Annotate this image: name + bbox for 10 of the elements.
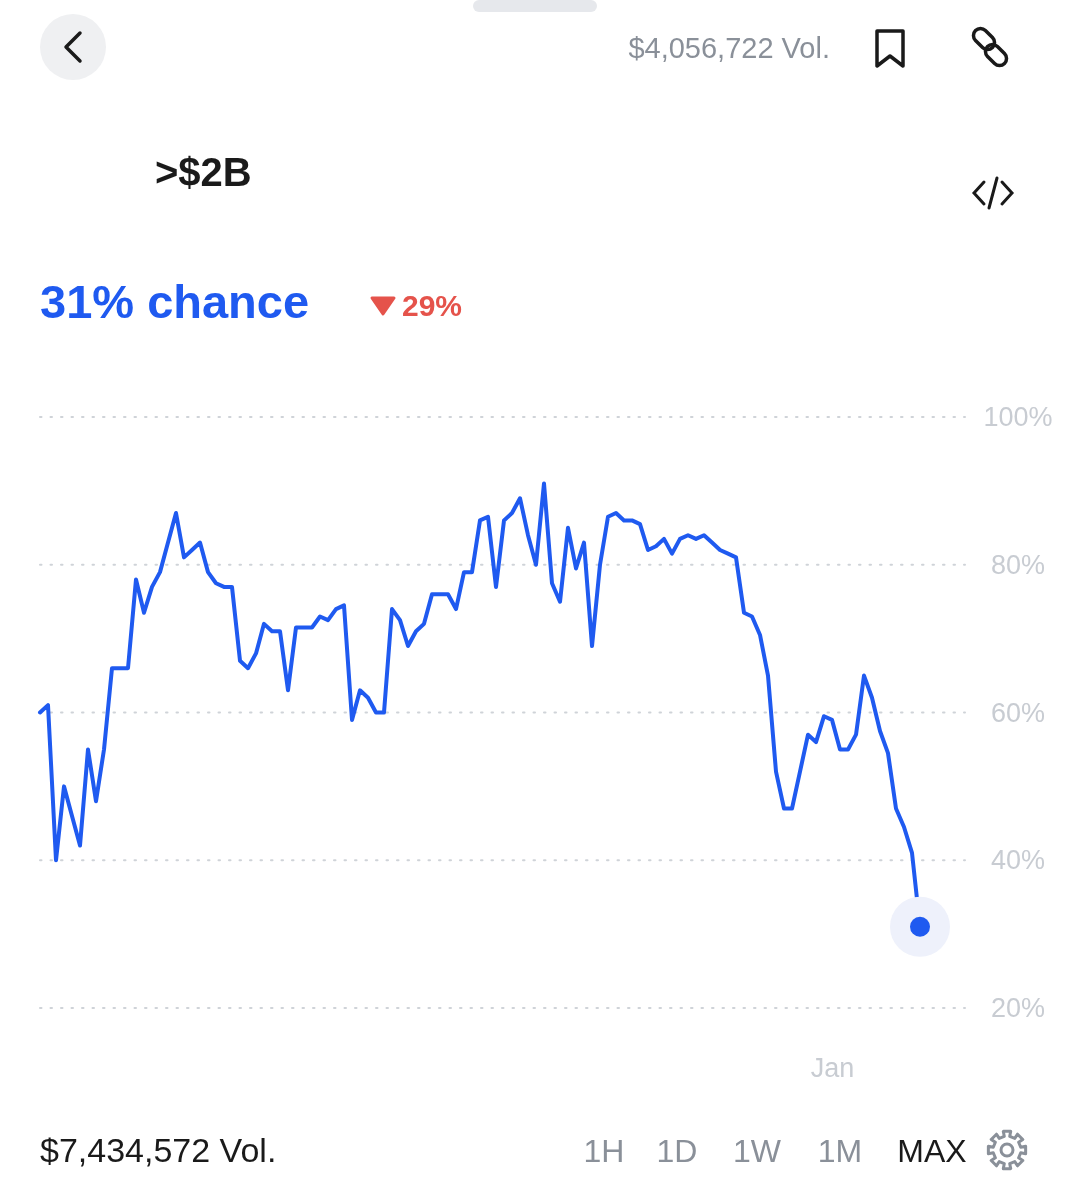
text: MAX <box>897 1133 967 1169</box>
text: 1W <box>733 1133 782 1169</box>
text: 29% <box>402 289 463 322</box>
text: 1M <box>817 1133 863 1169</box>
text: 1H <box>583 1133 625 1169</box>
text: $7,434,572 Vol. <box>40 1131 277 1169</box>
chart-title: >$2B <box>155 150 252 194</box>
text: 1D <box>656 1133 698 1169</box>
text: $4,056,722 Vol. <box>628 32 830 64</box>
chart-subtitle: 31% chance <box>40 275 310 328</box>
